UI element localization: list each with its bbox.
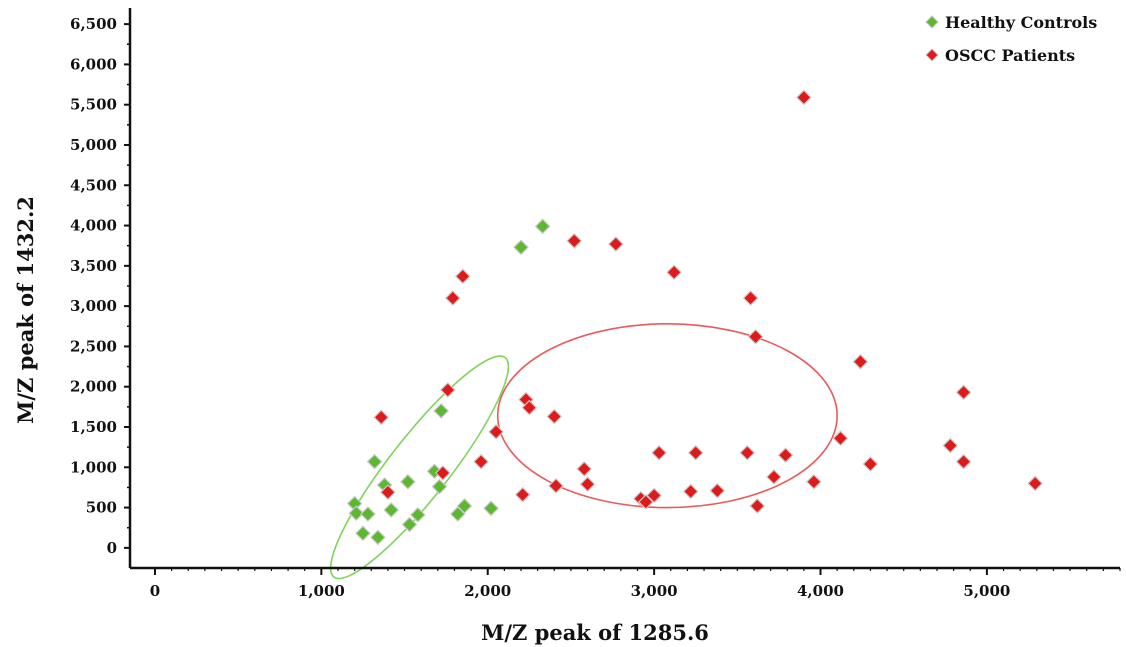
point-oscc-patients-8 — [514, 486, 531, 503]
point-healthy-controls-15 — [456, 498, 473, 514]
point-oscc-patients-1 — [380, 484, 396, 501]
y-tick-label-0: 0 — [107, 539, 117, 557]
point-oscc-patients-39 — [1027, 475, 1043, 492]
point-oscc-patients-3 — [439, 382, 456, 398]
point-oscc-patients-24 — [709, 482, 726, 499]
axes — [128, 8, 1120, 570]
annotation-ellipses — [329, 323, 838, 580]
point-oscc-patients-33 — [832, 430, 849, 447]
point-healthy-controls-4 — [366, 453, 383, 470]
point-oscc-patients-32 — [806, 473, 822, 490]
point-healthy-controls-1 — [348, 505, 365, 522]
point-healthy-controls-7 — [383, 502, 400, 518]
point-oscc-patients-34 — [852, 353, 869, 370]
point-healthy-controls-8 — [400, 473, 416, 490]
point-oscc-patients-31 — [796, 89, 812, 106]
point-healthy-controls-13 — [433, 403, 449, 419]
point-oscc-patients-11 — [546, 408, 563, 425]
point-oscc-patients-26 — [742, 290, 759, 306]
legend: Healthy Controls OSCC Patients — [925, 13, 1097, 65]
annotation-ellipse-1 — [496, 323, 838, 509]
point-oscc-patients-37 — [955, 384, 972, 401]
point-oscc-patients-15 — [579, 476, 596, 493]
x-tick-label-0: 0 — [150, 582, 160, 600]
point-healthy-controls-3 — [360, 506, 376, 522]
point-oscc-patients-35 — [862, 456, 879, 472]
point-oscc-patients-28 — [749, 498, 766, 514]
point-oscc-patients-14 — [576, 461, 593, 477]
point-oscc-patients-25 — [739, 444, 756, 461]
point-healthy-controls-12 — [431, 478, 448, 495]
y-tick-label-6: 3,000 — [70, 297, 117, 315]
y-tick-label-7: 3,500 — [70, 257, 117, 275]
x-tick-label-3: 3,000 — [631, 582, 678, 600]
legend-marker-oscc-patients — [925, 48, 939, 62]
legend-item-healthy-controls: Healthy Controls — [925, 13, 1097, 32]
point-oscc-patients-27 — [747, 328, 764, 345]
point-oscc-patients-0 — [373, 409, 390, 426]
data-points — [346, 89, 1043, 546]
y-tick-label-13: 6,500 — [70, 15, 117, 33]
point-healthy-controls-10 — [410, 506, 426, 523]
point-healthy-controls-2 — [355, 525, 371, 542]
y-tick-label-11: 5,500 — [70, 96, 117, 114]
point-oscc-patients-4 — [444, 290, 461, 306]
point-healthy-controls-5 — [370, 529, 386, 546]
point-oscc-patients-22 — [682, 483, 699, 500]
point-oscc-patients-5 — [454, 268, 471, 285]
point-healthy-controls-18 — [534, 218, 551, 235]
point-oscc-patients-19 — [646, 487, 662, 504]
point-oscc-patients-36 — [942, 437, 959, 454]
point-oscc-patients-29 — [766, 469, 782, 485]
y-tick-label-2: 1,000 — [70, 458, 117, 476]
tick-labels: 0 500 1,000 1,500 2,000 2,500 3,000 3,500 4,000 4… — [70, 15, 1010, 600]
x-tick-label-2: 2,000 — [464, 582, 511, 600]
x-axis-title: M/Z peak of 1285.6 — [481, 620, 709, 645]
y-tick-label-1: 500 — [86, 499, 117, 517]
annotation-ellipse-0 — [329, 355, 510, 580]
tick-marks — [124, 23, 1121, 575]
point-oscc-patients-10 — [521, 399, 538, 416]
x-tick-label-5: 5,000 — [963, 582, 1010, 600]
point-healthy-controls-16 — [483, 500, 499, 517]
y-axis-title: M/Z peak of 1432.2 — [13, 196, 38, 424]
point-healthy-controls-9 — [401, 516, 418, 533]
point-oscc-patients-38 — [955, 453, 972, 470]
point-oscc-patients-16 — [608, 236, 624, 252]
y-tick-label-3: 1,500 — [70, 418, 117, 436]
legend-label-healthy-controls: Healthy Controls — [945, 13, 1097, 32]
y-tick-label-5: 2,500 — [70, 337, 117, 355]
point-oscc-patients-13 — [566, 233, 583, 249]
y-tick-label-12: 6,000 — [70, 55, 117, 73]
y-tick-label-9: 4,500 — [70, 176, 117, 194]
y-tick-label-4: 2,000 — [70, 378, 117, 396]
x-tick-label-4: 4,000 — [797, 582, 844, 600]
x-tick-label-1: 1,000 — [298, 582, 345, 600]
y-tick-label-10: 5,000 — [70, 136, 117, 154]
point-oscc-patients-23 — [687, 444, 704, 461]
point-oscc-patients-20 — [651, 444, 667, 461]
point-oscc-patients-6 — [473, 453, 489, 470]
point-healthy-controls-17 — [513, 239, 529, 256]
point-oscc-patients-12 — [548, 477, 564, 494]
legend-label-oscc-patients: OSCC Patients — [945, 46, 1075, 65]
y-tick-label-8: 4,000 — [70, 217, 117, 235]
point-oscc-patients-2 — [434, 465, 451, 481]
point-oscc-patients-21 — [666, 264, 682, 281]
legend-marker-healthy-controls — [925, 15, 939, 29]
legend-item-oscc-patients: OSCC Patients — [925, 46, 1075, 65]
point-oscc-patients-30 — [777, 447, 794, 464]
point-oscc-patients-7 — [488, 423, 504, 440]
